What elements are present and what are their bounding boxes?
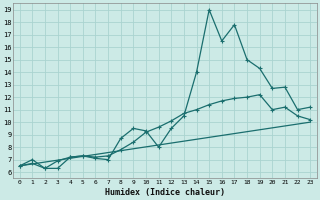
X-axis label: Humidex (Indice chaleur): Humidex (Indice chaleur) [105,188,225,197]
